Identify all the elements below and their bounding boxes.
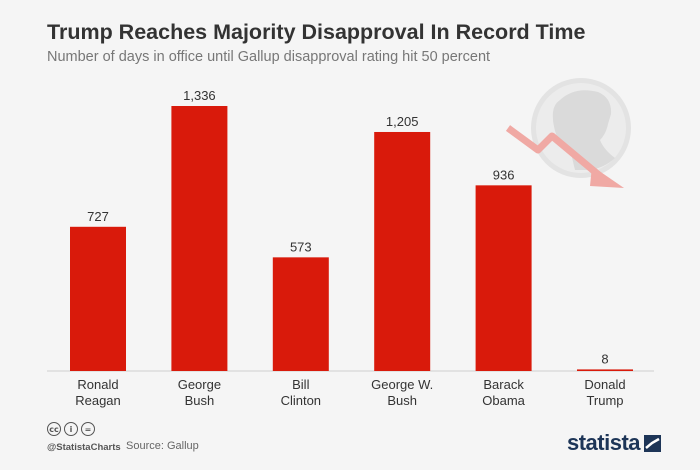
bar-value-label: 727 — [87, 209, 109, 224]
cc-license-icon: cc — [47, 422, 61, 436]
license-icons: cc i = — [47, 422, 95, 436]
chart-subtitle: Number of days in office until Gallup di… — [47, 49, 491, 65]
bar-value-label: 1,205 — [386, 114, 419, 129]
chart-title: Trump Reaches Majority Disapproval In Re… — [47, 20, 586, 44]
bar — [70, 226, 126, 371]
bar — [577, 369, 633, 371]
source-note: Source: Gallup — [126, 440, 199, 452]
brand-wordmark: statista — [567, 430, 641, 455]
bar-value-label: 573 — [290, 239, 312, 254]
attribution-icon: i — [64, 422, 78, 436]
statista-logo[interactable]: statista — [567, 430, 662, 456]
category-label: George W. Bush — [371, 377, 433, 408]
bar-value-label: 8 — [601, 351, 608, 366]
bar-value-label: 936 — [493, 167, 515, 182]
bar — [374, 131, 431, 371]
category-label: Donald Trump — [584, 377, 625, 408]
category-label: Bill Clinton — [281, 377, 321, 408]
category-label: George Bush — [178, 377, 221, 408]
statista-mark-icon — [644, 434, 662, 452]
bar-value-label: 1,336 — [183, 88, 216, 103]
down-trend-arrow-icon — [505, 125, 624, 188]
bar — [171, 106, 228, 371]
bar — [272, 257, 329, 371]
twitter-handle: @StatistaCharts — [47, 442, 121, 453]
bar — [475, 185, 532, 371]
category-label: Barack Obama — [482, 377, 525, 408]
category-label: Ronald Reagan — [75, 377, 121, 408]
trump-silhouette-icon — [531, 78, 631, 178]
no-derivatives-icon: = — [81, 422, 95, 436]
